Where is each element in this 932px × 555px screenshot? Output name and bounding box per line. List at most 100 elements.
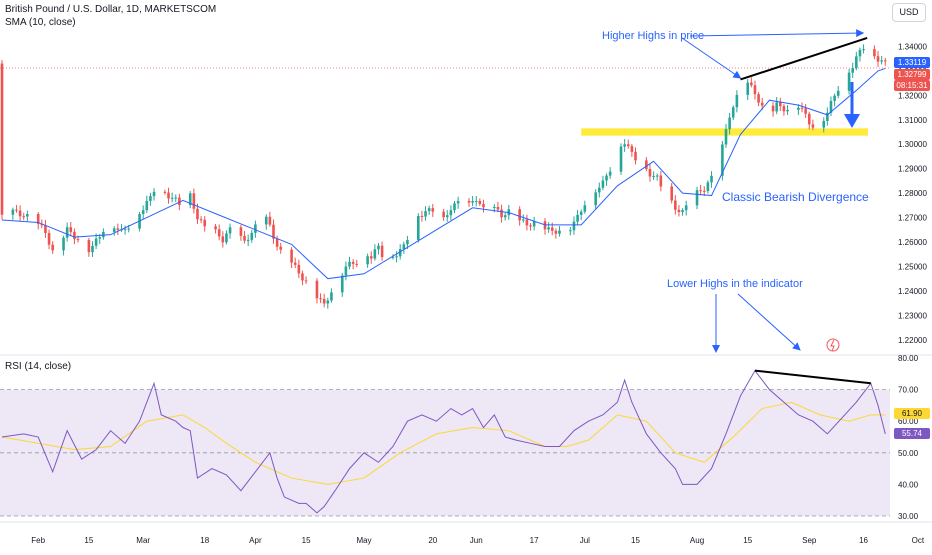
price-tick-label: 1.29000 [898, 165, 927, 174]
candle-body [11, 209, 15, 215]
candle-body [62, 237, 65, 251]
candle-body [880, 60, 883, 62]
candle-body [402, 244, 406, 250]
price-tick-label: 1.26000 [898, 238, 927, 247]
candle-body [822, 120, 826, 128]
candle-body [145, 200, 149, 211]
candle-body [424, 211, 427, 217]
candle-body [123, 228, 127, 230]
candle-body [268, 216, 272, 225]
candle-body [196, 208, 199, 220]
time-tick-label: Jul [580, 536, 590, 545]
candle-body [456, 200, 460, 204]
candle-body [36, 214, 40, 225]
candle-body [391, 256, 395, 258]
candle-body [518, 209, 521, 221]
candle-body [221, 236, 225, 243]
candle-body [116, 228, 120, 230]
candle-body [152, 191, 156, 197]
candle-body [858, 49, 862, 57]
candle-body [797, 107, 800, 110]
candle-body [626, 144, 630, 147]
candle-body [330, 292, 333, 301]
candle-body [250, 232, 254, 240]
candle-body [73, 231, 76, 240]
candle-body [746, 82, 750, 95]
price-tick-label: 1.32000 [898, 91, 927, 100]
time-tick-label: 20 [428, 536, 437, 545]
candle-body [167, 192, 170, 199]
annotation-arrow [681, 37, 742, 79]
candle-body [127, 228, 130, 230]
candle-body [275, 238, 279, 247]
candle-body [47, 232, 51, 245]
candle-body [199, 219, 203, 221]
time-tick-label: Jun [470, 536, 483, 545]
annotation-arrow [737, 293, 801, 351]
candle-body [217, 229, 221, 237]
candle-body [786, 109, 789, 112]
candle-body [26, 214, 29, 217]
candle-body [579, 211, 583, 215]
candle-body [583, 205, 587, 212]
candle-body [91, 245, 94, 253]
candle-body [351, 261, 355, 264]
candle-body [851, 68, 854, 73]
candle-body [569, 230, 572, 232]
candle-body [348, 261, 351, 267]
candle-body [757, 94, 760, 103]
rsi-tick-label: 40.00 [898, 480, 919, 489]
candle-body [753, 85, 757, 95]
candle-body [634, 151, 637, 161]
candle-body [304, 280, 308, 282]
candle-body [521, 219, 525, 221]
candle-body [228, 227, 232, 234]
sma-legend: SMA (10, close) [5, 17, 76, 28]
price-tick-label: 1.28000 [898, 189, 927, 198]
rsi-legend: RSI (14, close) [5, 361, 72, 372]
candle-body [344, 266, 348, 276]
chart-title: British Pound / U.S. Dollar, 1D, MARKETS… [5, 4, 217, 15]
candle-body [174, 197, 178, 199]
candle-body [735, 94, 739, 108]
candle-body [225, 233, 228, 243]
candle-body [427, 208, 431, 212]
time-tick-label: 15 [84, 536, 93, 545]
annotation-divergence: Classic Bearish Divergence [722, 190, 869, 204]
candle-body [829, 100, 833, 113]
candle-body [782, 106, 786, 112]
candle-body [51, 244, 54, 251]
candle-body [467, 200, 471, 203]
rsi-badge: 55.74 [894, 428, 930, 439]
candle-body [445, 215, 449, 218]
candle-body [529, 225, 532, 227]
time-tick-label: Oct [912, 536, 925, 545]
candle-body [677, 209, 681, 213]
currency-button[interactable]: USD [892, 3, 926, 22]
price-tick-label: 1.31000 [898, 116, 927, 125]
candle-body [319, 298, 322, 300]
candle-body [873, 49, 876, 57]
candle-body [728, 117, 731, 130]
candle-body [576, 214, 579, 222]
candle-body [659, 175, 663, 187]
candle-body [655, 175, 659, 177]
event-icon[interactable] [826, 338, 840, 352]
candle-body [94, 238, 98, 246]
rsi-tick-label: 70.00 [898, 386, 919, 395]
candle-body [721, 144, 724, 176]
candle-body [645, 160, 648, 170]
rsi-lower-highs-line [754, 369, 871, 385]
chart-marks[interactable] [0, 29, 887, 514]
candle-body [608, 171, 612, 176]
candle-body [214, 226, 217, 230]
candle-body [290, 249, 293, 263]
time-tick-label: Sep [802, 536, 817, 545]
candle-body [178, 197, 181, 206]
candle-body [771, 105, 775, 112]
time-tick-label: Aug [690, 536, 704, 545]
candle-body [243, 235, 246, 241]
candle-body [395, 256, 398, 258]
